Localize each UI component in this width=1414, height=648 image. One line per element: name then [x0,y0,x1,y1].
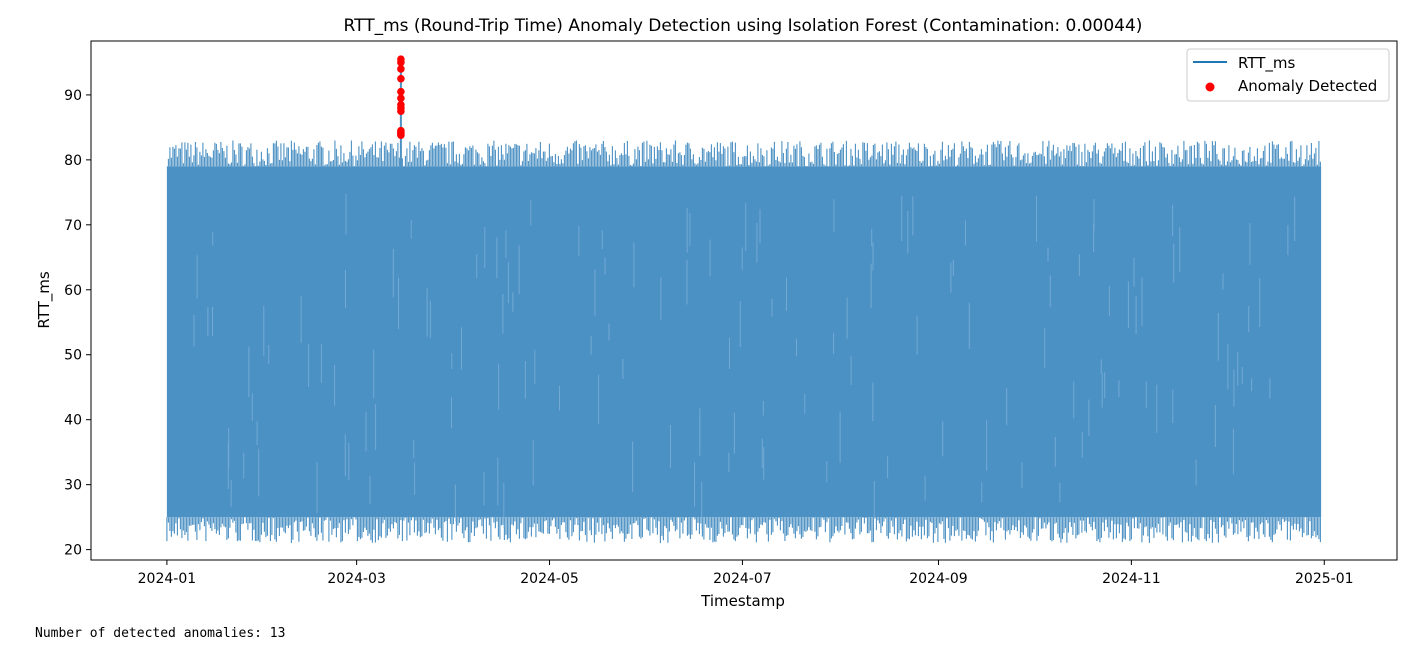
legend-box [1186,48,1390,102]
anomaly-point [397,94,405,102]
x-tick-label: 2024-01 [138,571,197,587]
y-tick-label: 30 [64,478,82,494]
x-axis: 2024-01 2024-03 2024-05 2024-07 2024-09 2024-… [138,560,1354,587]
anomaly-count-output: Number of detected anomalies: 13 [35,626,286,641]
anomaly-point [397,87,405,96]
series-rtt-band [166,166,1322,518]
chart-title: RTT_ms (Round-Trip Time) Anomaly Detecti… [344,16,1143,36]
y-axis: 20 30 40 50 60 70 80 90 [64,88,91,559]
x-tick-label: 2024-03 [327,571,386,587]
anomaly-point [397,131,405,139]
legend: RTT_ms Anomaly Detected [1186,48,1390,102]
y-tick-label: 50 [64,348,82,364]
plot-clip-group [166,140,1322,544]
legend-series-line-label: RTT_ms [1238,54,1296,73]
x-axis-label: Timestamp [700,592,785,610]
x-tick-label: 2024-05 [520,571,579,587]
y-tick-label: 20 [64,543,82,559]
x-tick-label: 2025-01 [1295,571,1354,587]
x-tick-label: 2024-11 [1102,571,1161,587]
y-axis-label: RTT_ms [35,271,54,329]
anomaly-point [397,58,405,67]
series-rtt-texture [193,193,1296,530]
y-tick-label: 90 [64,88,82,104]
y-tick-label: 70 [64,218,82,234]
anomaly-point [397,107,405,115]
anomaly-point [397,74,405,83]
series-layer [166,140,1322,544]
anomaly-point [397,65,405,73]
anomaly-layer [397,55,405,167]
plot-frame [90,40,1398,561]
x-tick-label: 2024-09 [909,571,968,587]
y-tick-label: 80 [64,153,82,169]
x-tick-label: 2024-07 [713,571,772,587]
y-tick-label: 40 [64,413,82,429]
legend-marker-swatch [1205,82,1215,92]
y-tick-label: 60 [64,283,82,299]
legend-series-anomaly-label: Anomaly Detected [1238,77,1377,95]
chart: RTT_ms (Round-Trip Time) Anomaly Detecti… [35,16,1398,610]
